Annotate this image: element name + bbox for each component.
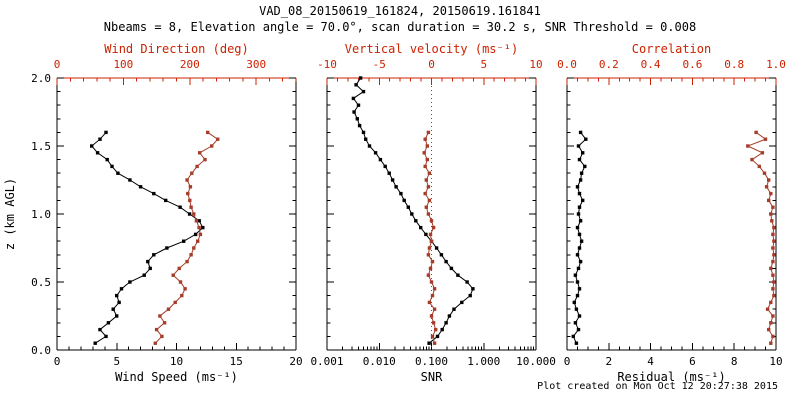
top-tick-label: 0.4 xyxy=(641,58,661,71)
bottom-tick-label: 5 xyxy=(113,355,120,368)
top-tick-label: 100 xyxy=(113,58,133,71)
series-line-correlation xyxy=(746,131,775,344)
top-tick-label: 0.8 xyxy=(724,58,744,71)
y-tick-label: 1.0 xyxy=(31,208,51,221)
top-axis-title-snr: Vertical velocity (ms⁻¹) xyxy=(345,42,518,56)
series-line-residual xyxy=(572,132,587,344)
bottom-tick-label: 8 xyxy=(731,355,738,368)
top-axis-title-wind: Wind Direction (deg) xyxy=(104,42,249,56)
bottom-tick-label: 20 xyxy=(289,355,302,368)
plot-subtitle: Nbeams = 8, Elevation angle = 70.0°, sca… xyxy=(103,20,697,34)
series-markers-vertical-velocity xyxy=(422,130,438,345)
top-tick-label: 0 xyxy=(54,58,61,71)
bottom-tick-label: 0 xyxy=(564,355,571,368)
bottom-tick-label: 2 xyxy=(605,355,612,368)
series-markers-snr xyxy=(351,76,475,345)
top-tick-label: 0.0 xyxy=(557,58,577,71)
bottom-tick-label: 10 xyxy=(769,355,782,368)
top-axis-title-residual: Correlation xyxy=(632,42,711,56)
y-tick-label: 0.0 xyxy=(31,344,51,357)
top-tick-label: 1.0 xyxy=(766,58,786,71)
series-markers-residual xyxy=(571,130,588,345)
creation-timestamp: Plot created on Mon Oct 12 20:27:38 2015 xyxy=(537,381,778,392)
plot-title: VAD_08_20150619_161824, 20150619.161841 xyxy=(259,4,541,18)
bottom-tick-label: 0.010 xyxy=(363,355,396,368)
bottom-axis-title-wind: Wind Speed (ms⁻¹) xyxy=(115,370,238,384)
series-line-wind-direction xyxy=(154,131,219,344)
y-tick-label: 1.5 xyxy=(31,140,51,153)
top-tick-label: 0 xyxy=(428,58,435,71)
top-tick-label: 0.2 xyxy=(599,58,619,71)
y-tick-label: 2.0 xyxy=(31,72,51,85)
bottom-tick-label: 4 xyxy=(647,355,654,368)
bottom-tick-label: 6 xyxy=(689,355,696,368)
y-axis-title: z (km AGL) xyxy=(3,178,17,250)
top-tick-label: 10 xyxy=(529,58,542,71)
y-tick-label: 0.5 xyxy=(31,276,51,289)
bottom-tick-label: 0.100 xyxy=(415,355,448,368)
bottom-tick-label: 10.000 xyxy=(516,355,556,368)
top-tick-label: 0.6 xyxy=(682,58,702,71)
series-markers-correlation xyxy=(746,130,776,345)
series-line-wind-speed xyxy=(90,132,204,344)
bottom-tick-label: 0 xyxy=(54,355,61,368)
series-line-vertical-velocity xyxy=(423,132,437,344)
bottom-tick-label: 10 xyxy=(170,355,183,368)
bottom-tick-label: 15 xyxy=(230,355,243,368)
bottom-axis-title-residual: Residual (ms⁻¹) xyxy=(617,370,725,384)
top-tick-label: 300 xyxy=(246,58,266,71)
series-markers-wind-direction xyxy=(153,130,220,345)
series-markers-wind-speed xyxy=(90,130,205,345)
bottom-axis-title-snr: SNR xyxy=(421,370,443,384)
top-tick-label: -5 xyxy=(373,58,386,71)
panel-residual: 0 2 4 6 8 10 0.0 0.2 0.4 0.6 0.8 1.0 Residual (ms⁻¹)… xyxy=(557,42,786,384)
top-tick-label: 200 xyxy=(180,58,200,71)
panel-snr: 0.001 0.010 0.100 1.000 10.000 -10 -5 0 5 10 SNR Ve… xyxy=(310,42,555,384)
series-line-snr xyxy=(352,77,474,344)
bottom-tick-label: 0.001 xyxy=(310,355,343,368)
top-tick-label: 5 xyxy=(480,58,487,71)
top-tick-label: -10 xyxy=(317,58,337,71)
bottom-tick-label: 1.000 xyxy=(467,355,500,368)
